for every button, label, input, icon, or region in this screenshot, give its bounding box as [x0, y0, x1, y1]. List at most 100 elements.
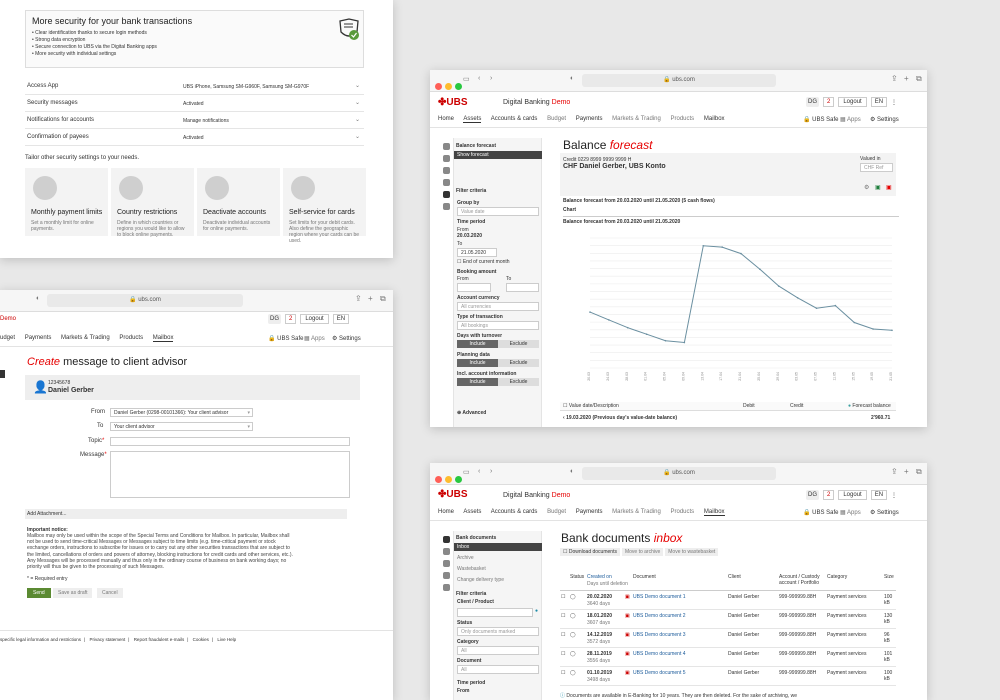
language-button[interactable]: EN: [870, 97, 888, 107]
pie-icon[interactable]: [443, 179, 450, 186]
nav-payments[interactable]: Payments: [575, 509, 603, 515]
add-attachment-button[interactable]: Add Attachment...: [25, 509, 347, 519]
address-bar[interactable]: 🔒 ubs.com: [582, 467, 776, 480]
document-link[interactable]: UBS Demo document 5: [633, 670, 686, 676]
valued-in-select[interactable]: CHF Ref: [860, 163, 893, 172]
nav-products[interactable]: Products: [670, 116, 695, 122]
ubs-safe-link[interactable]: 🔒 UBS Safe: [268, 336, 304, 342]
settings-icon[interactable]: ⚙: [864, 185, 870, 191]
document-link[interactable]: UBS Demo document 2: [633, 613, 686, 619]
data-point[interactable]: [872, 328, 874, 330]
apps-link[interactable]: ▦ Apps: [304, 336, 325, 342]
mail-badge[interactable]: 2: [823, 97, 835, 107]
nav-mailbox[interactable]: Mailbox: [703, 509, 725, 516]
mail-badge[interactable]: 2: [285, 314, 297, 324]
nav-budget[interactable]: udget: [0, 335, 16, 341]
status-icon[interactable]: ◯: [570, 594, 576, 600]
type-select[interactable]: All bookings: [457, 321, 539, 330]
settings-link[interactable]: ⚙ Settings: [332, 336, 361, 342]
window-controls[interactable]: [435, 77, 465, 95]
new-tab-icon[interactable]: +: [904, 467, 909, 476]
end-month-checkbox[interactable]: ☐ End of current month: [457, 259, 510, 265]
status-icon[interactable]: ◯: [570, 613, 576, 619]
pdf-icon[interactable]: ▣: [886, 185, 892, 191]
row-checkbox[interactable]: ☐: [561, 670, 566, 676]
tile-country-restrictions[interactable]: Country restrictions Define in which coun…: [111, 168, 194, 238]
ubs-logo[interactable]: ✤UBS: [438, 97, 468, 108]
archive-button[interactable]: Move to archive: [621, 548, 664, 556]
row-checkbox[interactable]: ☐: [561, 594, 566, 600]
row-checkbox[interactable]: ☐: [561, 651, 566, 657]
data-point[interactable]: [834, 304, 837, 307]
data-point[interactable]: [702, 245, 705, 247]
back-icon[interactable]: ‹: [478, 75, 481, 82]
col-status[interactable]: Status: [570, 574, 585, 580]
save-draft-button[interactable]: Save as draft: [53, 588, 93, 598]
language-button[interactable]: EN: [332, 314, 350, 324]
document-link[interactable]: UBS Demo document 3: [633, 632, 686, 638]
doc-icon[interactable]: [443, 584, 450, 591]
include-button[interactable]: Include: [457, 340, 498, 348]
col-account[interactable]: Account / Custody account / Portfolio: [779, 574, 820, 586]
tile-self-service-cards[interactable]: Self-service for cards Set limits for you…: [283, 168, 366, 244]
apps-link[interactable]: ▦ Apps: [840, 117, 861, 123]
status-icon[interactable]: ◯: [570, 651, 576, 657]
client-input[interactable]: [457, 608, 533, 617]
send-button[interactable]: Send: [27, 588, 51, 598]
tabs-icon[interactable]: ⧉: [380, 294, 386, 303]
status-icon[interactable]: ◯: [570, 632, 576, 638]
logout-button[interactable]: Logout: [300, 314, 329, 324]
ubs-safe-link[interactable]: 🔒 UBS Safe: [803, 510, 839, 516]
download-button[interactable]: ☐ Download documents: [560, 548, 620, 556]
nav-products[interactable]: Products: [119, 335, 144, 341]
settings-link[interactable]: ⚙ Settings: [870, 510, 899, 516]
group-by-select[interactable]: Value date: [457, 207, 539, 216]
nav-mailbox[interactable]: Mailbox: [703, 116, 725, 122]
share-icon[interactable]: ⇪: [891, 467, 898, 476]
nav-products[interactable]: Products: [670, 509, 695, 515]
exclude-button[interactable]: Exclude: [498, 340, 539, 348]
wastebasket-button[interactable]: Move to wastebasket: [665, 548, 719, 556]
doc-icon[interactable]: [443, 203, 450, 210]
row-checkbox[interactable]: ☐: [561, 632, 566, 638]
nav-markets[interactable]: Markets & Trading: [612, 509, 661, 515]
to-select[interactable]: Your client advisor ▾: [110, 422, 253, 431]
nav-accounts[interactable]: Accounts & cards: [490, 116, 538, 122]
message-textarea[interactable]: [110, 451, 350, 498]
language-button[interactable]: EN: [870, 490, 888, 500]
apps-link[interactable]: ▦ Apps: [840, 510, 861, 516]
info-icon[interactable]: ●: [535, 608, 539, 614]
data-point[interactable]: [664, 339, 667, 342]
footer-link[interactable]: Live Help: [217, 637, 237, 642]
address-bar[interactable]: 🔒 ubs.com: [582, 74, 776, 87]
nav-mailbox[interactable]: Mailbox: [152, 335, 174, 342]
nav-home[interactable]: Home: [438, 509, 455, 515]
list-icon[interactable]: [443, 155, 450, 162]
nav-payments[interactable]: Payments: [575, 116, 603, 122]
new-tab-icon[interactable]: +: [904, 74, 909, 83]
forward-icon[interactable]: ›: [490, 468, 493, 475]
document-link[interactable]: UBS Demo document 4: [633, 651, 686, 657]
table-row[interactable]: ☐ ◯ 20.02.2020 UBS Demo document 1 Daniel Ge…: [560, 591, 896, 610]
nav-budget[interactable]: Budget: [547, 509, 567, 515]
logout-button[interactable]: Logout: [838, 490, 867, 500]
share-icon[interactable]: ⇪: [355, 294, 362, 303]
col-created[interactable]: Created on: [587, 574, 612, 580]
data-point[interactable]: [683, 341, 686, 344]
data-point[interactable]: [608, 319, 610, 321]
to-date-input[interactable]: 21.05.2020: [457, 248, 497, 257]
nav-markets[interactable]: Markets & Trading: [612, 116, 661, 122]
col-category[interactable]: Category: [827, 574, 848, 580]
data-point[interactable]: [626, 326, 629, 329]
new-tab-icon[interactable]: +: [368, 294, 373, 303]
more-icon[interactable]: ⋮: [891, 492, 898, 499]
data-point[interactable]: [891, 329, 893, 332]
data-point[interactable]: [777, 285, 780, 287]
table-row[interactable]: ☐ ◯ 14.12.2019 UBS Demo document 3 Daniel Ge…: [560, 629, 896, 648]
cancel-button[interactable]: Cancel: [97, 588, 123, 598]
data-point[interactable]: [759, 268, 761, 270]
status-select[interactable]: Only documents marked: [457, 627, 539, 636]
col-client[interactable]: Client: [728, 574, 741, 580]
nav-assets[interactable]: Assets: [463, 509, 482, 515]
chart-tab[interactable]: Chart: [563, 207, 899, 217]
